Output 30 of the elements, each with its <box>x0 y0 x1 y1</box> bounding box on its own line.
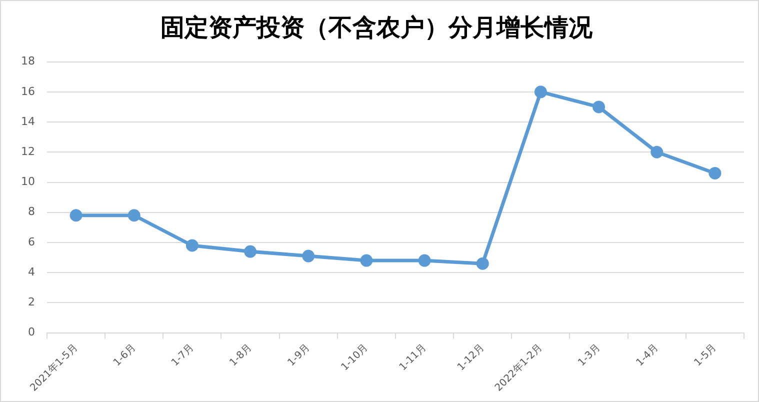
point <box>70 209 82 222</box>
y-tick-label: 14 <box>20 114 35 128</box>
y-tick-label: 6 <box>28 235 35 248</box>
y-tick-label: 8 <box>28 205 35 218</box>
point <box>418 254 431 267</box>
point <box>186 239 198 252</box>
y-tick-label: 0 <box>28 326 35 339</box>
y-tick-label: 12 <box>20 145 35 158</box>
y-tick-label: 18 <box>20 54 35 68</box>
x-tick-label: 1-5月 <box>692 342 719 369</box>
y-tick-label: 4 <box>28 265 35 278</box>
point <box>592 100 606 114</box>
y-tick-label: 10 <box>20 175 35 188</box>
x-tick-label: 1-6月 <box>112 342 138 369</box>
y-tick-label: 2 <box>28 296 35 309</box>
x-tick-label: 1-3月 <box>576 342 603 369</box>
point <box>244 245 257 258</box>
point <box>534 86 547 98</box>
point <box>708 166 722 180</box>
x-tick-label: 1-9月 <box>286 342 312 369</box>
chart-title: 固定资产投资（不含农户）分月增长情况 <box>160 12 594 42</box>
x-tick-label: 1-8月 <box>228 342 254 369</box>
point <box>360 254 373 267</box>
y-tick-label: 16 <box>20 84 35 98</box>
point <box>128 209 140 222</box>
x-tick-label: 1-7月 <box>170 342 196 369</box>
point <box>650 146 664 158</box>
point <box>476 257 489 270</box>
x-tick-label: 1-4月 <box>634 342 661 369</box>
point <box>302 250 315 262</box>
